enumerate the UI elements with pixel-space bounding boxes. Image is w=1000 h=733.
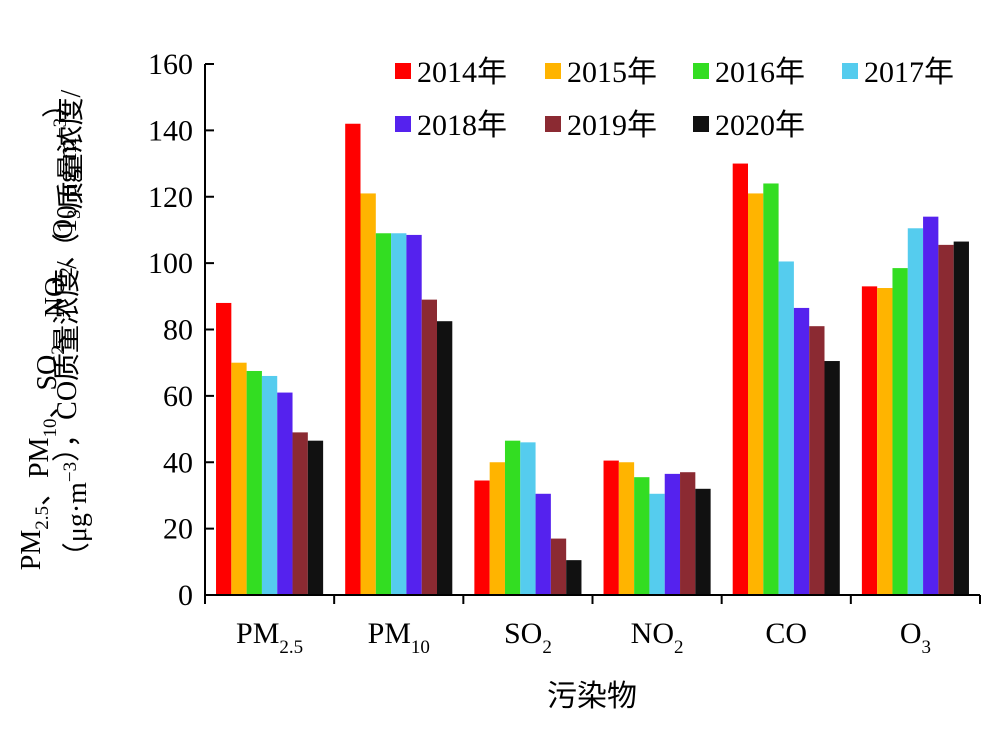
bars-group [216, 123, 969, 596]
legend: 2014年 2015年 2016年 2017年 2018年 2019年 2020年 [395, 56, 954, 142]
x-ticks: PM2.5 PM10 SO2 NO2 CO O3 [204, 595, 981, 658]
bar-pm10-4 [406, 234, 422, 596]
y-axis-title-line: PM2.5、PM10、SO2、NO2、O3质量浓度/ [16, 90, 87, 571]
x-category-label: CO [765, 617, 807, 650]
bar-so2-1 [489, 462, 505, 595]
bar-so2-5 [550, 538, 567, 595]
bar-no2-6 [695, 488, 711, 595]
bar-so2-4 [535, 493, 551, 595]
bar-so2-6 [566, 560, 582, 595]
bar-no2-2 [634, 477, 650, 595]
bar-o3-2 [892, 268, 908, 595]
y-axis-title-line: （μg·m−3），CO质量浓度/（10 μg·m−3） [41, 90, 93, 570]
bar-pm10-3 [391, 233, 407, 595]
x-category-label: NO2 [631, 617, 684, 658]
bar-pm25-5 [292, 432, 308, 595]
legend-swatch [395, 116, 411, 132]
legend-label: 2018年 [417, 109, 507, 142]
bar-o3-6 [953, 241, 969, 596]
legend-label: 2015年 [567, 56, 657, 89]
legend-swatch [693, 63, 709, 79]
bar-o3-4 [923, 216, 939, 595]
bar-no2-5 [680, 472, 696, 595]
y-tick-label: 80 [163, 314, 193, 347]
x-category-label: O3 [900, 617, 931, 658]
legend-label: 2019年 [567, 109, 657, 142]
y-tick-label: 160 [148, 48, 193, 81]
y-axis-title: PM2.5、PM10、SO2、NO2、O3质量浓度/（μg·m−3），CO质量浓… [16, 90, 93, 571]
bar-pm25-1 [231, 362, 247, 595]
y-tick-label: 100 [148, 247, 193, 280]
bar-pm25-4 [277, 392, 293, 595]
bar-co-4 [793, 307, 810, 595]
bar-co-3 [778, 261, 794, 595]
bar-o3-3 [907, 228, 924, 595]
y-tick-label: 20 [163, 513, 193, 546]
bar-co-5 [809, 326, 825, 595]
bar-no2-1 [618, 462, 635, 595]
bar-so2-2 [504, 440, 521, 595]
legend-swatch [842, 63, 858, 79]
x-category-label: PM2.5 [236, 617, 303, 658]
y-tick-label: 120 [148, 181, 193, 214]
legend-label: 2014年 [417, 56, 507, 89]
legend-swatch [395, 63, 411, 79]
bar-so2-3 [520, 442, 536, 595]
y-tick-label: 0 [178, 579, 193, 612]
bar-pm10-0 [345, 123, 361, 596]
bar-no2-4 [664, 473, 681, 595]
legend-label: 2016年 [715, 56, 805, 89]
bar-pm25-0 [216, 302, 232, 595]
bar-pm10-1 [360, 193, 376, 595]
y-tick-label: 140 [148, 114, 193, 147]
bar-co-2 [763, 183, 779, 595]
bar-co-1 [748, 193, 764, 595]
legend-swatch [545, 116, 561, 132]
bar-so2-0 [474, 480, 490, 595]
bar-o3-5 [938, 244, 954, 595]
y-tick-label: 40 [163, 446, 193, 479]
bar-o3-1 [877, 288, 893, 595]
bar-o3-0 [861, 286, 878, 595]
legend-swatch [693, 116, 709, 132]
y-tick-label: 60 [163, 380, 193, 413]
legend-label: 2017年 [864, 56, 954, 89]
bar-pm25-6 [307, 440, 324, 595]
legend-swatch [545, 63, 561, 79]
bar-no2-3 [649, 493, 665, 595]
y-ticks: 0 20 40 60 80 100 120 140 160 [148, 48, 214, 612]
bar-pm25-2 [246, 370, 262, 595]
bar-pm10-5 [421, 299, 437, 595]
bar-co-6 [824, 361, 840, 595]
x-axis-title: 污染物 [547, 680, 637, 713]
x-category-label: PM10 [368, 617, 430, 658]
bar-pm10-2 [375, 233, 392, 595]
legend-label: 2020年 [715, 109, 805, 142]
bar-no2-0 [603, 460, 619, 595]
bar-pm25-3 [261, 375, 278, 595]
bar-co-0 [732, 163, 748, 595]
bar-pm10-6 [437, 321, 453, 595]
x-category-label: SO2 [504, 617, 552, 658]
